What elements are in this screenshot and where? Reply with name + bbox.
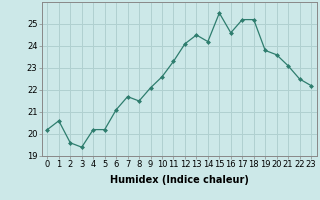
X-axis label: Humidex (Indice chaleur): Humidex (Indice chaleur) [110,175,249,185]
